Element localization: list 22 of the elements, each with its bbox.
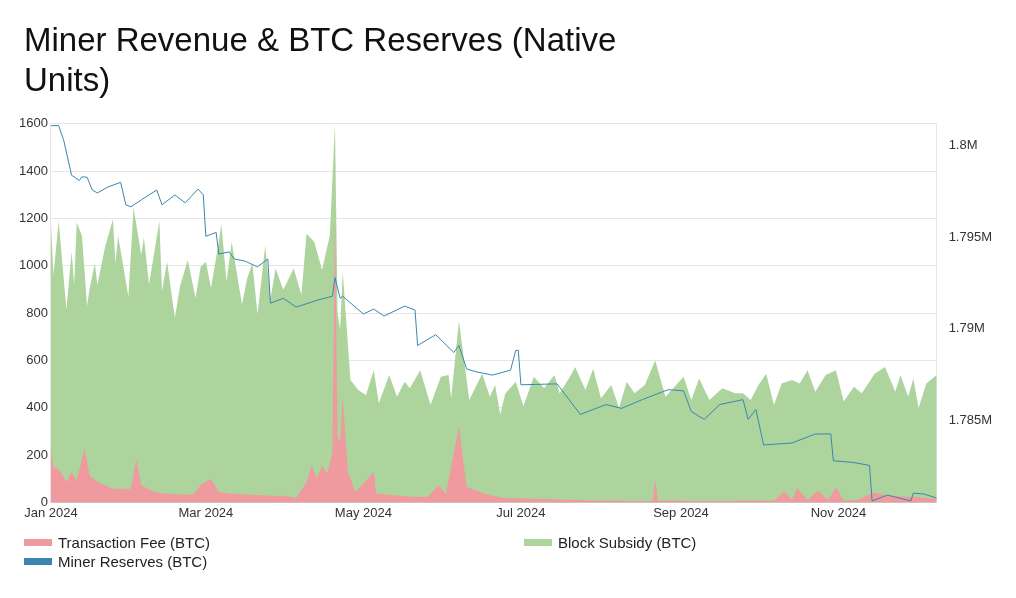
x-tick-label: Nov 2024 [810, 504, 867, 520]
legend-label: Miner Reserves (BTC) [58, 553, 208, 570]
legend-label: Block Subsidy (BTC) [558, 534, 697, 551]
y2-tick-label: 1.8M [948, 137, 978, 153]
legend-label: Transaction Fee (BTC) [58, 534, 210, 551]
x-tick-label: May 2024 [334, 504, 392, 520]
x-tick-label: Sep 2024 [653, 504, 709, 520]
x-tick-label: Jul 2024 [496, 504, 546, 520]
y-tick-label: 800 [26, 304, 48, 320]
y-tick-label: 1600 [19, 115, 48, 131]
y-tick-label: 200 [26, 446, 48, 462]
y-tick-label: 1000 [19, 257, 48, 273]
y2-tick-label: 1.785M [948, 411, 993, 427]
y2-tick-label: 1.79M [948, 320, 985, 336]
y-tick-label: 400 [26, 399, 48, 415]
chart-title: Miner Revenue & BTC Reserves (Native Units) [23, 20, 618, 100]
x-tick-label: Mar 2024 [178, 504, 234, 520]
y2-tick-label: 1.795M [948, 228, 993, 244]
y-tick-label: 1200 [19, 210, 48, 226]
y-tick-label: 1400 [19, 162, 48, 178]
y-tick-label: 600 [26, 352, 48, 367]
y-tick-label: 0 [40, 493, 48, 509]
